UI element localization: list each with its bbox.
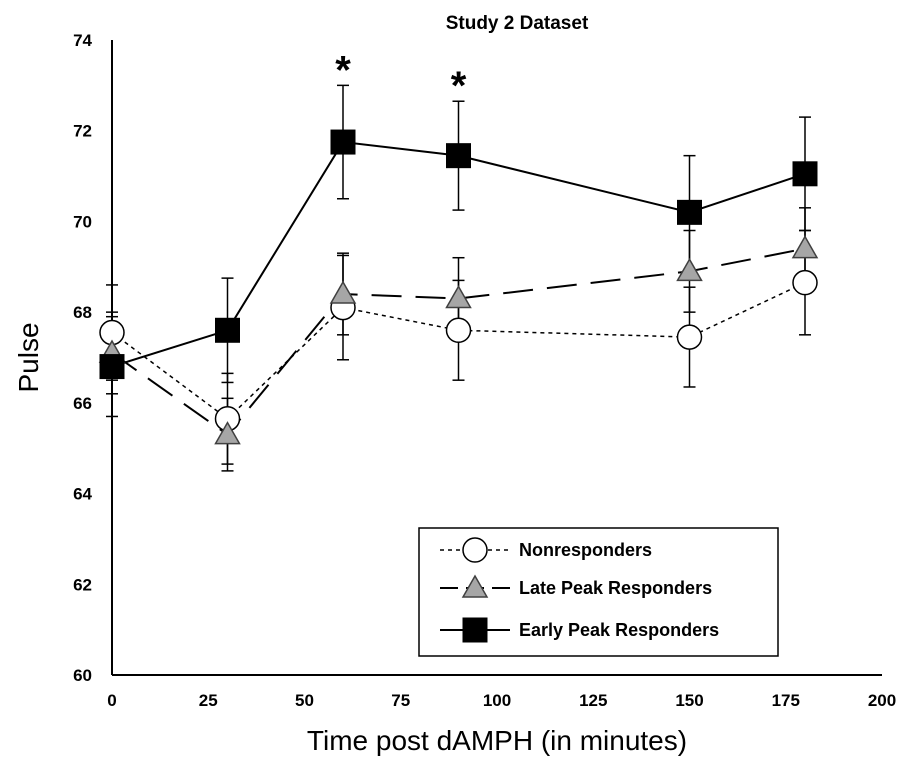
- data-point: [215, 317, 240, 343]
- data-point: [445, 285, 472, 309]
- x-tick-label: 175: [772, 691, 800, 710]
- y-tick-label: 68: [73, 303, 92, 322]
- x-tick-label: 200: [868, 691, 896, 710]
- legend: Nonresponders Late Peak Responders Early P…: [418, 527, 779, 657]
- data-point: [214, 421, 241, 445]
- series-line-0: [111, 281, 806, 420]
- y-tick-label: 72: [73, 122, 92, 141]
- x-tick-label: 0: [107, 691, 116, 710]
- significance-marker: *: [335, 48, 351, 92]
- y-tick-label: 70: [73, 212, 92, 231]
- y-tick-label: 60: [73, 666, 92, 685]
- data-point: [792, 269, 818, 296]
- data-point: [445, 317, 472, 344]
- x-tick-label: 150: [675, 691, 703, 710]
- data-point: [676, 257, 703, 282]
- legend-marker-2: [462, 617, 488, 643]
- data-point: [676, 324, 703, 350]
- legend-marker-0: [462, 537, 488, 563]
- series-line-2: [111, 140, 806, 368]
- y-tick-label: 62: [73, 575, 92, 594]
- annotation-layer: * *: [335, 48, 467, 108]
- x-tick-label: 25: [199, 691, 218, 710]
- data-point: [791, 235, 819, 259]
- x-tick-label: 50: [295, 691, 314, 710]
- data-point: [446, 143, 471, 169]
- chart-title: Study 2 Dataset: [446, 13, 589, 34]
- x-axis-label: Time post dAMPH (in minutes): [307, 725, 687, 756]
- y-tick-label: 74: [73, 31, 92, 50]
- data-point: [677, 199, 702, 225]
- series-2-markers: [99, 129, 818, 380]
- legend-label-0: Nonresponders: [519, 540, 652, 560]
- x-tick-label: 75: [391, 691, 410, 710]
- series-layer: [98, 84, 819, 472]
- x-tick-label: 125: [579, 691, 607, 710]
- axes: 60 62 64 66 68 70 72 74 0 25 50 75 100 125 150 175 200: [73, 31, 896, 710]
- x-tick-label: 100: [483, 691, 511, 710]
- legend-label-2: Early Peak Responders: [519, 620, 719, 640]
- y-tick-label: 66: [73, 394, 92, 413]
- y-tick-label: 64: [73, 485, 92, 504]
- y-axis-label: Pulse: [13, 322, 44, 392]
- series-line-1: [111, 247, 806, 436]
- data-point: [330, 129, 356, 155]
- legend-marker-1: [461, 574, 489, 598]
- significance-marker: *: [451, 64, 467, 108]
- data-point: [99, 354, 125, 380]
- legend-label-1: Late Peak Responders: [519, 578, 712, 598]
- data-point: [792, 161, 818, 187]
- data-point: [329, 280, 357, 304]
